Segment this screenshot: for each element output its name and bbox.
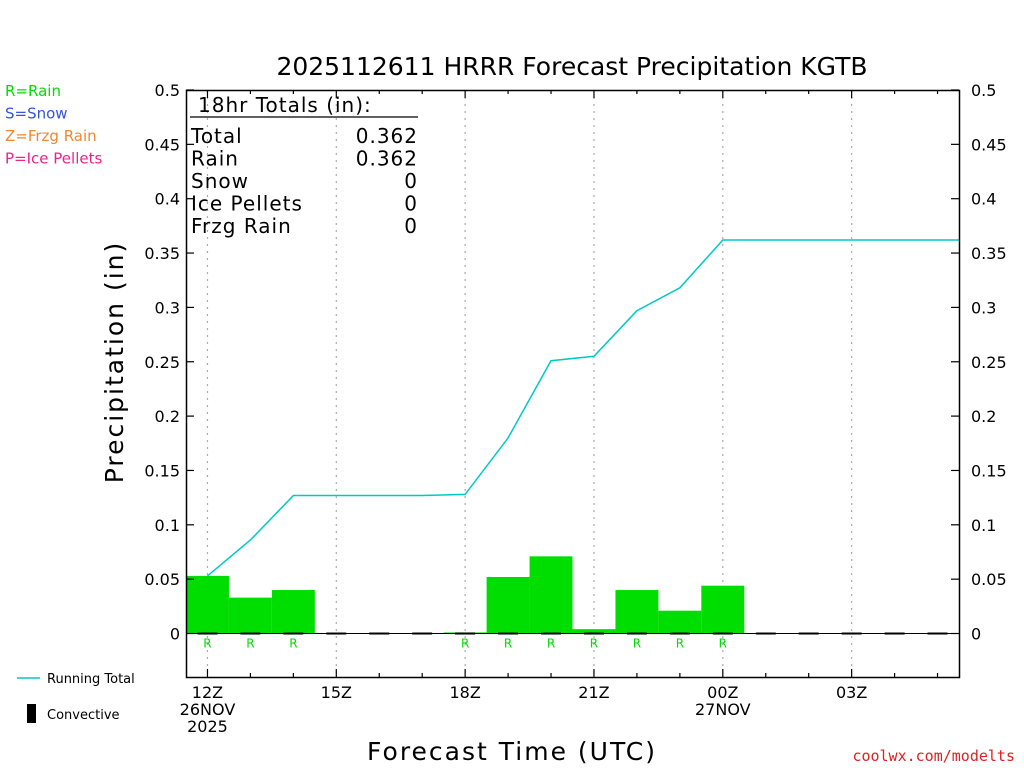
type-letter: R	[633, 637, 641, 651]
credit-text: coolwx.com/modelts	[852, 747, 1015, 765]
x-axis-label: Forecast Time (UTC)	[367, 737, 657, 766]
y-tick-label-left: 0.45	[144, 135, 180, 154]
precip-type-legend: R=Rain S=Snow Z=Frzg Rain P=Ice Pellets	[5, 82, 102, 168]
y-tick-label-left: 0.15	[144, 461, 180, 480]
y-tick-label-left: 0	[170, 625, 180, 644]
y-tick-label-right: 0.4	[971, 190, 996, 209]
y-tick-label-left: 0.35	[144, 244, 180, 263]
running-total-legend-label: Running Total	[47, 672, 135, 687]
bottom-legend: Running Total Convective	[17, 672, 135, 723]
chart-title: 2025112611 HRRR Forecast Precipitation K…	[276, 52, 867, 81]
y-tick-label-right: 0	[971, 625, 981, 644]
type-legend-entry: R=Rain	[5, 82, 61, 100]
precip-bar	[271, 590, 315, 634]
type-letter: R	[547, 637, 555, 651]
y-tick-label-left: 0.5	[155, 81, 180, 100]
x-tick-label: 00Z	[707, 683, 738, 702]
y-tick-label-right: 0.15	[971, 461, 1007, 480]
totals-value: 0.362	[356, 147, 418, 171]
totals-label: Snow	[191, 169, 249, 193]
totals-box: 18hr Totals (in): Total 0.362 Rain 0.362 Sno…	[190, 93, 418, 238]
y-tick-label-left: 0.4	[155, 190, 180, 209]
y-tick-label-right: 0.2	[971, 407, 996, 426]
type-legend-entry: Z=Frzg Rain	[5, 127, 97, 145]
type-letter: R	[461, 637, 469, 651]
totals-value: 0	[404, 192, 418, 216]
totals-label: Ice Pellets	[191, 192, 303, 216]
type-letter: R	[590, 637, 598, 651]
type-letter: R	[719, 637, 727, 651]
precip-bar	[186, 575, 229, 634]
y-tick-label-right: 0.1	[971, 516, 996, 535]
totals-value: 0	[404, 214, 418, 238]
y-tick-label-left: 0.05	[144, 570, 180, 589]
type-letter: R	[203, 637, 211, 651]
x-tick-label: 03Z	[836, 683, 867, 702]
x-tick-label: 18Z	[449, 683, 480, 702]
y-tick-label-right: 0.3	[971, 298, 996, 317]
y-tick-label-right: 0.25	[971, 353, 1007, 372]
y-tick-label-left: 0.3	[155, 298, 180, 317]
precip-bar	[529, 556, 573, 634]
precip-bar	[658, 610, 702, 634]
y-tick-label-left: 0.25	[144, 353, 180, 372]
y-tick-label-right: 0.05	[971, 570, 1007, 589]
precip-bar	[486, 576, 530, 634]
plot-frame	[185, 89, 961, 679]
convective-legend-label: Convective	[47, 708, 120, 723]
type-letter: R	[676, 637, 684, 651]
precip-bar	[228, 597, 272, 634]
totals-value: 0	[404, 169, 418, 193]
type-legend-entry: S=Snow	[5, 105, 68, 123]
type-letter: R	[246, 637, 254, 651]
x-tick-label: 26NOV	[180, 700, 236, 719]
totals-label: Total	[190, 124, 243, 148]
convective-legend-swatch	[27, 704, 36, 723]
left-y-axis-ticks: 0 0.05 0.1 0.15 0.2 0.25 0.3 0.35 0.4 0.45 0.5	[144, 81, 194, 644]
precip-bar	[572, 629, 616, 634]
totals-label: Frzg Rain	[191, 214, 292, 238]
right-y-axis-ticks: 0 0.05 0.1 0.15 0.2 0.25 0.3 0.35 0.4 0.45 0.5	[951, 81, 1007, 644]
y-tick-label-left: 0.2	[155, 407, 180, 426]
totals-value: 0.362	[356, 124, 418, 148]
y-axis-label: Precipitation (in)	[100, 241, 129, 484]
hourly-bars	[186, 556, 745, 634]
y-tick-label-right: 0.35	[971, 244, 1007, 263]
y-tick-label-right: 0.45	[971, 135, 1007, 154]
type-legend-entry: P=Ice Pellets	[5, 150, 102, 168]
type-letter: R	[289, 637, 297, 651]
totals-header: 18hr Totals (in):	[198, 93, 372, 117]
totals-label: Rain	[191, 147, 239, 171]
x-tick-label: 27NOV	[695, 700, 751, 719]
y-tick-label-right: 0.5	[971, 81, 996, 100]
x-tick-label: 21Z	[578, 683, 609, 702]
running-total-line	[207, 239, 959, 577]
x-tick-label: 15Z	[321, 683, 352, 702]
x-tick-label: 12Z	[192, 683, 223, 702]
precip-bar	[701, 585, 745, 634]
type-letter: R	[504, 637, 512, 651]
x-tick-label: 2025	[187, 717, 228, 736]
y-tick-label-left: 0.1	[155, 516, 180, 535]
precip-bar	[615, 590, 659, 634]
